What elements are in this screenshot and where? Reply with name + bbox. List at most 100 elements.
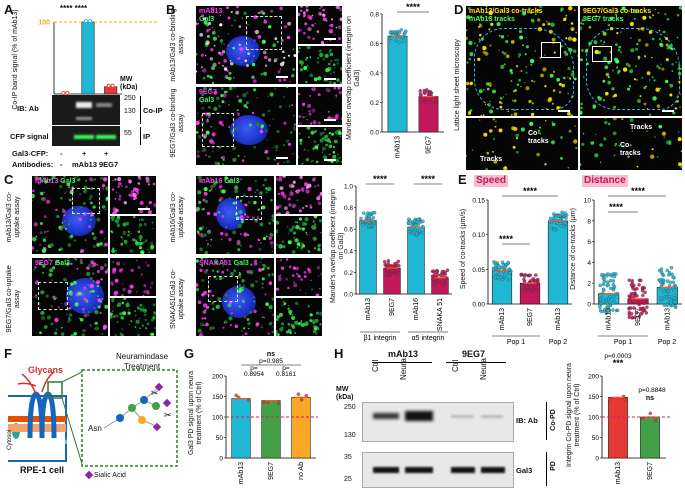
h-p2: p=0.8848 <box>638 387 666 394</box>
e1-pop-1: Pop 2 <box>549 339 567 346</box>
panel-h-grp1: mAb13 <box>388 349 419 359</box>
e1-ytick-3: 0.15 <box>472 198 485 205</box>
h-cat-1: 9EG7 <box>647 462 654 480</box>
panel-h-mw-1: 130 <box>344 432 356 439</box>
panel-b-zoom-1a <box>298 6 342 44</box>
panel-a-sig: **** **** <box>60 4 88 13</box>
a-bar-1 <box>81 21 95 95</box>
panel-a-gal3-row: Gal3-CFP: <box>12 149 49 158</box>
panel-d-side: Lattice light sheet microscopy <box>454 39 461 131</box>
panel-d-zr-2: tracks <box>620 150 641 157</box>
e2-ytick-2: 4 <box>587 260 591 267</box>
e1-bar-2 <box>547 220 569 305</box>
panel-d-left-cap-a: mAb13/Gal3 co-tracks <box>469 8 543 15</box>
c-ytick-3: 0.6 <box>344 227 353 234</box>
g-ytick-4: 200 <box>212 374 223 381</box>
panel-a-mw-0: 250 <box>124 95 136 102</box>
panel-c-chart: 0.0 0.2 0.4 0.6 0.8 1.0 mAb13 9EG7 mAb16 SNAKA 51… <box>344 174 452 342</box>
panel-f-sialic: Sialic Acid <box>94 472 126 479</box>
g-bar-1 <box>261 400 281 459</box>
g-ytick-2: 100 <box>212 415 223 422</box>
h-ytick-4: 200 <box>588 374 599 381</box>
panel-e-speed-title: Speed <box>474 175 509 187</box>
panel-c-zoom-0b <box>110 216 156 254</box>
c-cat-1: 9EG7 <box>389 298 396 316</box>
g-ytick-0: 0 <box>219 456 223 463</box>
h-ytick-0: 0 <box>595 456 599 463</box>
e1-cat-1: 9EG7 <box>527 308 534 326</box>
panel-h-mw-title: MW (kDa) <box>336 386 354 401</box>
panel-b-zoom-1b <box>298 46 342 84</box>
c-ytick-2: 0.4 <box>344 248 353 255</box>
g-bar-2 <box>291 397 311 459</box>
panel-b-ylabel: Manders' overlap coefficient (integrin o… <box>346 16 361 140</box>
panel-label-e: E <box>458 172 467 187</box>
panel-f-title: Neuramindase Treatment <box>115 352 169 371</box>
panel-c-img3-b: Gal3 <box>233 260 249 267</box>
panel-a-ab-row: Antibodies: <box>12 160 54 169</box>
panel-d-zl-0: Co- <box>528 130 540 137</box>
c-ytick-4: 0.8 <box>344 205 353 212</box>
c-bar-0 <box>359 220 377 295</box>
c-group-1: α5 integrin <box>412 335 445 342</box>
c-ytick-5: 1.0 <box>344 184 353 191</box>
e1-cat-2: mAb13 <box>555 308 562 330</box>
e2-cat-2: mAb13 <box>664 308 671 330</box>
c-sig-1: **** <box>421 174 436 184</box>
e2-sig-0: **** <box>631 186 646 196</box>
panel-b-zoom-2a <box>298 87 342 125</box>
h-cat-0: mAb13 <box>615 462 622 484</box>
panel-h-gal3: Gal3 <box>516 466 533 475</box>
panel-a-mw-2: 55 <box>124 130 132 137</box>
c-group-0: β1 integrin <box>364 335 397 342</box>
panel-c-img2-a: 9EG7 <box>35 260 53 267</box>
panel-d-zr-1: Co- <box>620 142 632 149</box>
panel-b-img1-cap-b: Gal3 <box>199 16 215 23</box>
panel-a-coip: Co-IP <box>143 106 163 115</box>
b-ytick-4: 0.8 <box>370 12 379 19</box>
e1-ytick-0: 0.00 <box>472 302 485 309</box>
panel-f-cytosol: Cytosol <box>7 429 13 450</box>
panel-label-g: G <box>184 346 195 361</box>
panel-c-zoom-1b <box>276 216 322 254</box>
panel-a-ip: IP <box>143 132 151 141</box>
e2-cat-0: mAb13 <box>606 308 613 330</box>
h-ytick-3: 150 <box>588 394 599 401</box>
panel-d-zl-1: tracks <box>528 138 549 145</box>
b-sig: **** <box>406 2 421 12</box>
panel-c-zoom-3a <box>276 258 322 296</box>
panel-a-cfp-blot <box>52 126 120 146</box>
b-cat-1: 9EG7 <box>426 136 433 154</box>
panel-label-b: B <box>166 2 176 17</box>
panel-c-zoom-1a <box>276 176 322 214</box>
panel-b-zoom-2b <box>298 127 342 165</box>
e2-cat-1: 9EG7 <box>635 308 642 326</box>
panel-b-image-2: 9EG7 Gal3 <box>196 87 296 165</box>
panel-h-chart: 0 50 100 150 200 mAb13 9EG7 p=0.0003*** p=0.8848… <box>588 353 670 484</box>
panel-b-chart: 0.0 0.2 0.4 0.6 0.8 mAb13 9EG7 **** <box>370 2 444 158</box>
panel-h-mw-2: 35 <box>344 454 352 461</box>
b-cat-0: mAb13 <box>395 136 402 158</box>
panel-b-row2: 9EG7/Gal3 co-binding assay <box>170 88 185 158</box>
a-bar-2 <box>104 86 118 95</box>
panel-a-ab-val-0: - <box>60 160 63 169</box>
g-p1-a: p= <box>250 365 258 372</box>
panel-b-image-1: mAb13 Gal3 <box>196 6 296 84</box>
e1-cat-0: mAb13 <box>499 308 506 330</box>
panel-b-img2-cap-b: Gal3 <box>199 97 215 104</box>
e1-sig-0: **** <box>523 186 538 196</box>
panel-a-ylabel: Co-IP band signal (% of mAb13) <box>12 9 19 110</box>
panel-h-mw-3: 25 <box>344 476 352 483</box>
panel-d-right-cap-b: 9EG7 tracks <box>583 16 624 23</box>
panel-h-grp2: 9EG7 <box>462 349 486 359</box>
panel-h-pd: PD <box>550 461 557 471</box>
g-ytick-1: 50 <box>216 435 224 442</box>
e2-ytick-3: 6 <box>587 239 591 246</box>
e2-ytick-0: 0 <box>587 302 591 309</box>
g-cat-1: 9EG7 <box>268 462 275 480</box>
panel-c-image-1: mAb16 Gal3 <box>196 176 274 254</box>
panel-a-coip-blot <box>52 95 120 125</box>
panel-h-lane-1: Neura <box>399 358 408 380</box>
